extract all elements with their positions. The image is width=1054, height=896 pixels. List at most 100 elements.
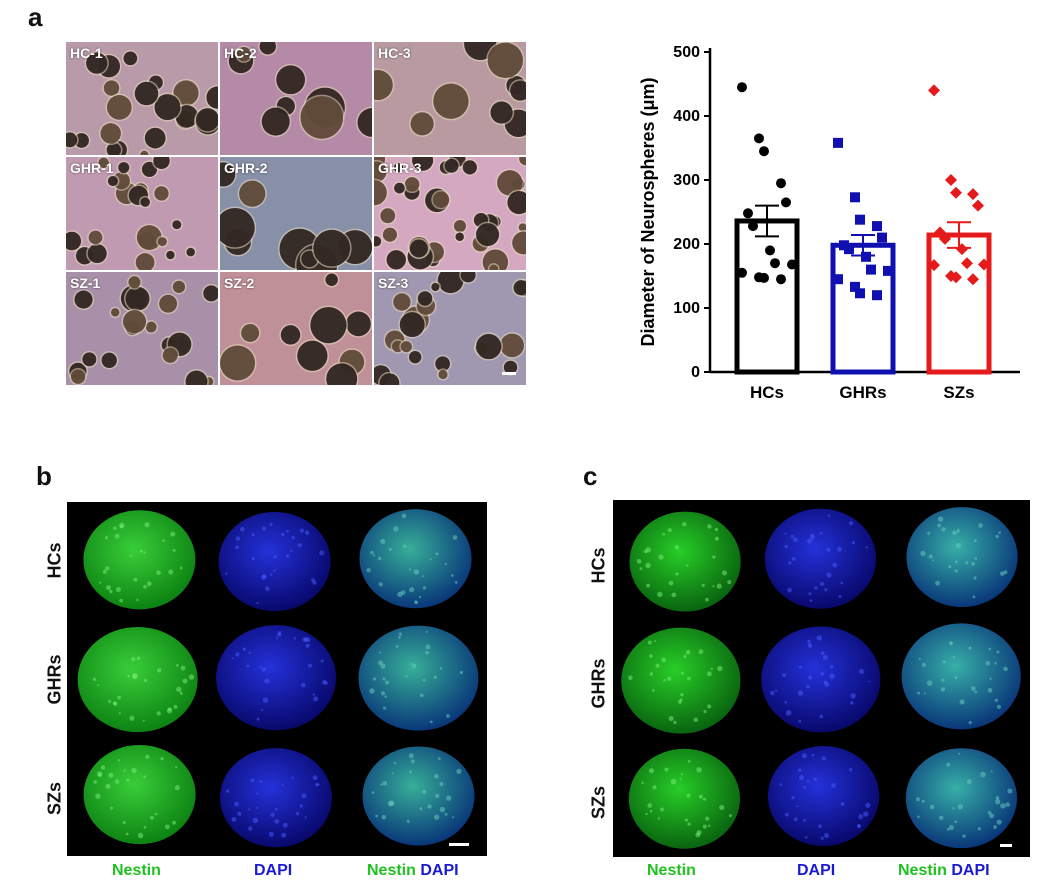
neurosphere-micrograph-grid: HC-1 HC-2 HC-3 GHR-1 GHR-2 GHR-3 SZ-1 SZ… <box>66 42 526 385</box>
texture-dot <box>687 822 691 826</box>
neurosphere <box>431 282 440 292</box>
texture-dot <box>787 587 792 593</box>
texture-dot <box>994 698 999 702</box>
texture-dot <box>154 812 158 816</box>
texture-dot <box>132 672 138 679</box>
texture-dot <box>235 652 240 657</box>
neurosphere <box>408 350 422 364</box>
data-point <box>928 259 940 272</box>
texture-dot <box>242 647 247 651</box>
texture-dot <box>299 804 304 808</box>
texture-dot <box>129 554 133 557</box>
texture-dot <box>112 701 117 706</box>
texture-dot <box>172 820 177 825</box>
neurosphere <box>166 250 175 260</box>
texture-dot <box>863 811 869 817</box>
micrograph-label: SZ-2 <box>224 275 255 291</box>
texture-dot <box>712 555 716 559</box>
y-tick-label: 300 <box>673 172 700 189</box>
texture-dot <box>952 807 955 810</box>
texture-dot <box>663 678 666 682</box>
texture-dot <box>146 581 152 587</box>
texture-dot <box>831 783 836 788</box>
texture-dot <box>797 768 802 773</box>
neurosphere <box>144 127 166 149</box>
neurosphere <box>313 229 351 267</box>
col-label-nestin: Nestin <box>112 862 161 879</box>
texture-dot <box>1003 666 1008 672</box>
texture-dot <box>252 817 259 824</box>
texture-dot <box>380 783 383 787</box>
nestin-spheroid <box>629 511 741 612</box>
texture-dot <box>657 817 661 820</box>
neurosphere <box>125 286 150 311</box>
texture-dot <box>649 809 653 813</box>
neurosphere <box>107 175 118 187</box>
texture-dot <box>434 814 440 820</box>
texture-dot <box>382 677 386 681</box>
neurosphere <box>519 157 526 166</box>
texture-dot <box>234 801 240 807</box>
texture-dot <box>256 792 259 795</box>
texture-dot <box>929 804 935 810</box>
texture-dot <box>806 779 810 783</box>
texture-dot <box>939 815 944 821</box>
neurosphere <box>236 47 252 62</box>
texture-dot <box>250 778 255 783</box>
row-label-hcs: HCs <box>44 542 65 579</box>
bar-szs <box>926 232 992 375</box>
texture-dot <box>941 527 946 532</box>
texture-dot <box>173 704 178 709</box>
texture-dot <box>820 836 824 840</box>
texture-dot <box>446 795 452 801</box>
texture-dot <box>807 639 811 644</box>
texture-dot <box>648 768 655 774</box>
texture-dot <box>647 803 653 808</box>
dapi-spheroid <box>218 511 331 612</box>
neurosphere <box>220 208 255 248</box>
neurosphere <box>438 369 448 380</box>
texture-dot <box>265 586 270 591</box>
texture-dot <box>667 676 672 681</box>
texture-dot <box>996 704 1002 710</box>
texture-dot <box>127 674 131 678</box>
neurosphere <box>98 157 109 168</box>
texture-dot <box>702 797 707 801</box>
texture-dot <box>865 802 871 808</box>
texture-dot <box>949 641 953 645</box>
texture-dot <box>274 807 278 811</box>
data-point <box>872 290 882 301</box>
texture-dot <box>319 550 325 556</box>
texture-dot <box>157 668 162 673</box>
texture-dot <box>668 715 674 722</box>
data-point <box>759 272 769 283</box>
texture-dot <box>131 657 136 662</box>
texture-dot <box>259 666 262 669</box>
texture-dot <box>645 547 651 553</box>
texture-dot <box>129 715 135 721</box>
texture-dot <box>952 656 955 659</box>
merge-spheroid <box>359 509 472 609</box>
x-tick-label: HCs <box>750 383 784 402</box>
data-point <box>928 84 940 97</box>
texture-dot <box>827 514 831 517</box>
texture-dot <box>240 527 245 532</box>
neurosphere <box>507 191 526 215</box>
texture-dot <box>819 531 823 535</box>
texture-dot <box>176 686 182 693</box>
texture-dot <box>104 536 109 540</box>
texture-dot <box>865 546 869 549</box>
texture-dot <box>381 814 387 820</box>
texture-dot <box>246 664 250 668</box>
texture-dot <box>664 767 669 772</box>
texture-dot <box>661 657 666 663</box>
texture-dot <box>156 570 161 576</box>
texture-dot <box>409 770 413 774</box>
neurosphere <box>195 108 218 132</box>
texture-dot <box>832 562 838 568</box>
neurosphere <box>500 333 524 358</box>
texture-dot <box>680 693 684 697</box>
texture-dot <box>143 678 148 682</box>
dapi-spheroid <box>767 745 880 846</box>
texture-dot <box>954 569 958 573</box>
